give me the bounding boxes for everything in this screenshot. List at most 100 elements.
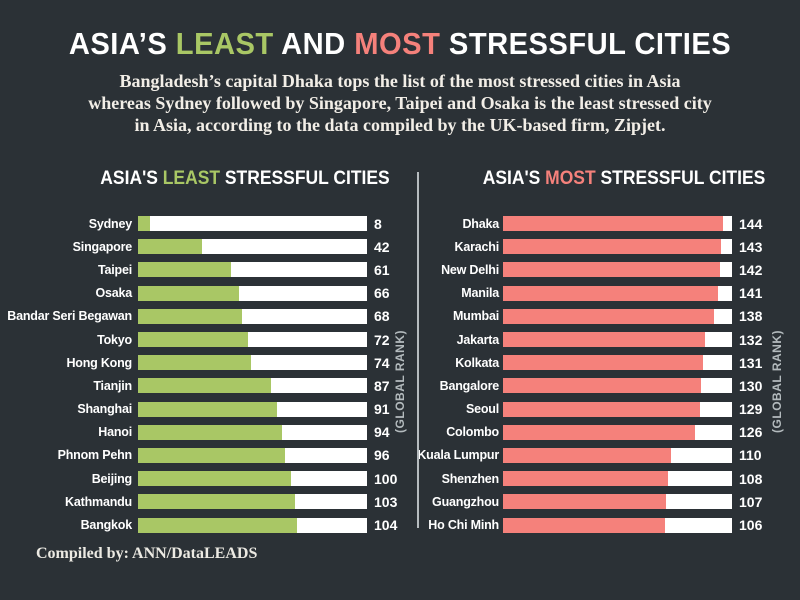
most-panel-header: ASIA'S MOST STRESSFUL CITIES xyxy=(462,168,786,194)
rank-value: 74 xyxy=(374,354,390,371)
city-label: Jakarta xyxy=(456,332,500,347)
bar-track xyxy=(138,447,367,463)
bar-row: Hong Kong 74 xyxy=(0,351,410,374)
bar-track xyxy=(138,355,367,371)
city-label: Shanghai xyxy=(77,402,132,417)
bar-track xyxy=(138,401,367,417)
bar-row: Ho Chi Minh 106 xyxy=(410,513,800,536)
bar-row: Bandar Seri Begawan 68 xyxy=(0,305,410,328)
bar-fill xyxy=(503,471,668,487)
title-and: AND xyxy=(273,26,355,61)
bar-track xyxy=(138,332,367,348)
bar-row: New Delhi 142 xyxy=(410,258,800,281)
rank-value: 96 xyxy=(374,447,390,464)
rank-value: 68 xyxy=(374,308,390,325)
city-label: Beijing xyxy=(91,471,132,486)
city-label: Kathmandu xyxy=(65,494,132,509)
bar-row: Kuala Lumpur 110 xyxy=(410,444,800,467)
bar-track xyxy=(503,378,732,394)
bar-track xyxy=(138,239,367,255)
most-header-suffix: STRESSFUL CITIES xyxy=(595,168,766,189)
bar-track xyxy=(138,378,367,394)
bar-fill xyxy=(138,239,203,255)
bar-fill xyxy=(138,285,239,301)
bar-track xyxy=(503,262,732,278)
bar-track xyxy=(503,471,732,487)
footer-credit: Compiled by: ANN/DataLEADS xyxy=(36,545,258,562)
bar-row: Sydney 8 xyxy=(0,212,410,235)
bar-row: Mumbai 138 xyxy=(410,305,800,328)
city-label: Manila xyxy=(461,286,499,301)
rank-value: 94 xyxy=(374,424,390,441)
city-label: Tianjin xyxy=(93,378,132,393)
city-label: Kuala Lumpur xyxy=(417,448,499,463)
bar-fill xyxy=(503,262,720,278)
bar-fill xyxy=(138,471,291,487)
least-header-accent: LEAST xyxy=(162,168,221,189)
bar-fill xyxy=(503,517,665,533)
rank-value: 106 xyxy=(739,517,763,534)
rank-value: 61 xyxy=(374,261,390,278)
bar-fill xyxy=(138,262,232,278)
rank-value: 132 xyxy=(739,331,763,348)
bar-fill xyxy=(138,308,242,324)
most-header-prefix: ASIA'S xyxy=(482,168,546,189)
bar-track xyxy=(138,285,367,301)
bar-track xyxy=(138,308,367,324)
bar-row: Kolkata 131 xyxy=(410,351,800,374)
bar-row: Colombo 126 xyxy=(410,421,800,444)
city-label: Bangalore xyxy=(439,378,500,393)
bar-fill xyxy=(138,401,277,417)
city-label: Shenzhen xyxy=(441,471,500,486)
bar-row: Beijing 100 xyxy=(0,467,410,490)
bar-track xyxy=(138,517,367,533)
city-label: Tokyo xyxy=(97,332,132,347)
bar-track xyxy=(503,494,732,510)
rank-value: 138 xyxy=(739,308,763,325)
bar-fill xyxy=(138,424,282,440)
city-label: Dhaka xyxy=(462,216,499,231)
subtitle-line-3: in Asia, according to the data compiled … xyxy=(134,115,666,135)
most-header-accent: MOST xyxy=(545,168,596,189)
city-label: Hong Kong xyxy=(66,355,132,370)
bar-track xyxy=(138,494,367,510)
bar-fill xyxy=(503,355,703,371)
rank-value: 131 xyxy=(739,354,763,371)
rank-value: 141 xyxy=(739,285,763,302)
most-global-rank-axis-label: (GLOBAL RANK) xyxy=(770,330,784,433)
bar-fill xyxy=(138,378,271,394)
city-label: Ho Chi Minh xyxy=(428,518,499,533)
charts-area: ASIA'S LEAST STRESSFUL CITIES Sydney 8 Sin… xyxy=(0,168,800,537)
bar-track xyxy=(138,216,367,232)
bar-row: Tokyo 72 xyxy=(0,328,410,351)
bar-fill xyxy=(138,355,251,371)
bar-row: Tianjin 87 xyxy=(0,374,410,397)
bar-row: Seoul 129 xyxy=(410,398,800,421)
bar-row: Singapore 42 xyxy=(0,235,410,258)
city-label: Guangzhou xyxy=(432,494,499,509)
city-label: Karachi xyxy=(454,239,500,254)
bar-row: Bangalore 130 xyxy=(410,374,800,397)
least-header-suffix: STRESSFUL CITIES xyxy=(220,168,390,189)
bar-track xyxy=(503,517,732,533)
bar-row: Dhaka 144 xyxy=(410,212,800,235)
bar-fill xyxy=(503,378,702,394)
subtitle-line-2: whereas Sydney followed by Singapore, Ta… xyxy=(88,93,712,113)
bar-row: Karachi 143 xyxy=(410,235,800,258)
bar-row: Taipei 61 xyxy=(0,258,410,281)
bar-track xyxy=(138,262,367,278)
title-most-word: MOST xyxy=(354,26,441,61)
bar-fill xyxy=(138,494,296,510)
bar-fill xyxy=(138,332,248,348)
least-panel-header: ASIA'S LEAST STRESSFUL CITIES xyxy=(98,168,392,194)
most-stressful-panel: ASIA'S MOST STRESSFUL CITIES Dhaka 144 Kar… xyxy=(410,168,800,537)
bar-fill xyxy=(503,239,722,255)
rank-value: 110 xyxy=(739,447,762,464)
bar-row: Hanoi 94 xyxy=(0,421,410,444)
bar-track xyxy=(503,308,732,324)
city-label: New Delhi xyxy=(441,262,499,277)
bar-track xyxy=(503,216,732,232)
bar-row: Shanghai 91 xyxy=(0,398,410,421)
panel-divider-line xyxy=(417,172,419,528)
bar-fill xyxy=(503,216,723,232)
